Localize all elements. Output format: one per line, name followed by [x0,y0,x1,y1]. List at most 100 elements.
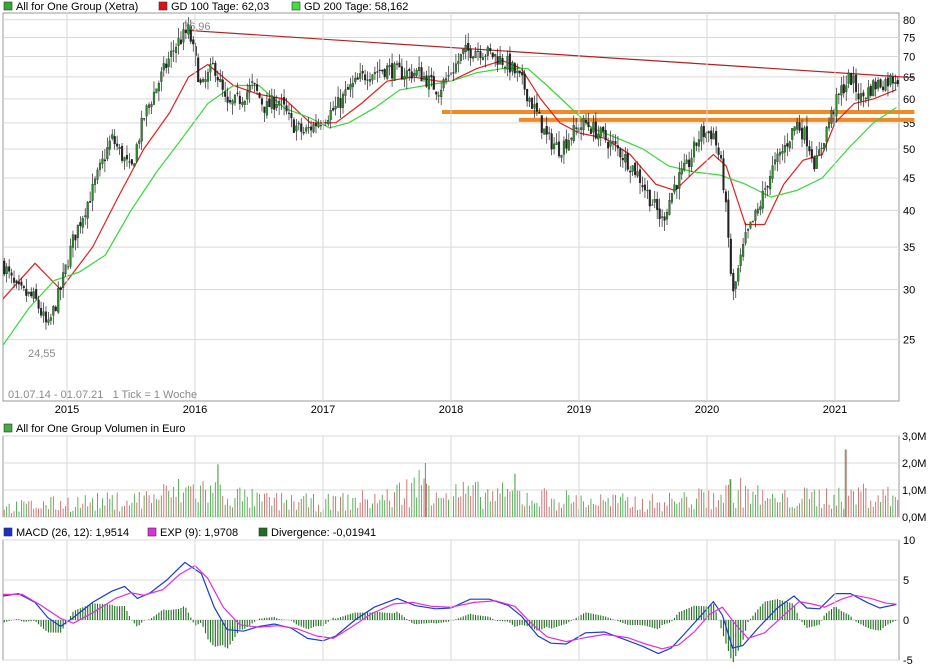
candle-down [656,198,659,210]
candle-down [339,98,342,109]
candle-up [442,79,445,89]
legend-swatch-volume [3,423,13,433]
candle-down [589,128,592,134]
candle-up [172,50,175,52]
price-legend: All for One Group (Xetra) GD 100 Tage: 6… [3,1,408,13]
candle-up [646,189,649,192]
candle-down [717,147,720,155]
candle-up [177,38,180,46]
candle-down [89,201,92,203]
candle-up [751,220,754,222]
candle-up [845,85,848,92]
candle-up [445,78,448,81]
candle-down [496,56,499,65]
price-y-tick-label: 40 [903,205,915,217]
candle-up [665,212,669,220]
candle-down [199,79,202,83]
candle-up [599,127,602,137]
legend-label-gd200: GD 200 Tage: 58,162 [304,1,408,13]
candle-up [877,80,880,89]
candle-up [481,57,484,61]
candle-down [236,92,239,94]
candle-up [182,29,185,43]
candle-down [22,286,25,289]
legend-swatch-macd [3,527,13,537]
candle-up [567,140,570,151]
x-tick-label: 2016 [183,404,207,416]
candle-up [572,124,575,141]
candle-down [229,100,232,103]
candle-down [425,75,428,87]
candle-up [76,224,79,239]
candle-up [830,110,833,124]
candle-up [329,110,332,120]
candle-down [479,51,482,58]
candle-up [486,46,489,56]
candle-up [778,152,781,156]
candle-up [553,143,556,149]
candle-down [8,266,11,272]
candle-up [894,82,897,84]
candle-down [74,234,77,241]
price-y-tick-label: 50 [903,144,915,156]
candle-down [518,70,521,74]
candle-up [57,288,60,313]
candle-down [724,191,727,203]
candle-down [702,126,705,138]
candle-up [543,128,546,135]
resistance-trendline [188,29,915,79]
macd-panel: -5 0 5 10 [2,535,915,667]
candle-up [275,103,278,108]
candle-down [879,79,882,88]
candle-down [545,125,548,135]
candle-up [636,171,639,177]
candle-up [462,48,465,54]
candle-down [346,87,349,90]
candle-down [587,121,590,128]
candle-up [756,208,759,214]
candle-down [786,143,789,147]
candle-up [150,104,153,108]
candle-up [140,117,143,142]
candle-down [719,155,723,159]
candle-up [555,142,558,145]
candle-up [62,272,65,288]
macd-y-tick-label: 10 [903,535,915,547]
candle-up [155,88,158,94]
candle-up [108,140,111,150]
candle-down [621,157,624,161]
candle-up [852,75,855,84]
candle-up [611,141,615,143]
candle-up [187,24,190,35]
candle-down [874,81,877,90]
candle-up [678,172,681,189]
candle-up [133,163,136,167]
candle-up [94,178,97,185]
candle-down [616,145,619,149]
candle-up [162,63,165,71]
candle-down [35,289,38,299]
candle-up [354,77,357,83]
candle-up [761,190,764,209]
candle-up [327,120,330,125]
candle-up [692,141,696,158]
candle-down [59,287,62,290]
candle-down [837,93,840,95]
volume-y-tick-label: 1,0M [902,485,926,497]
candle-down [707,131,710,134]
candle-up [773,159,777,165]
candle-down [391,63,394,79]
legend-label-divergence: Divergence: -0,01941 [271,527,376,539]
candle-up [712,133,715,140]
candle-down [619,148,622,158]
candle-down [268,98,271,108]
candle-up [427,75,430,90]
candle-down [688,159,691,168]
candle-up [270,95,273,109]
candle-up [202,79,205,82]
macd-y-tick-label: 0 [903,615,909,627]
candle-up [511,61,514,72]
candle-down [850,73,853,86]
candle-up [152,91,156,105]
candle-down [766,186,769,188]
